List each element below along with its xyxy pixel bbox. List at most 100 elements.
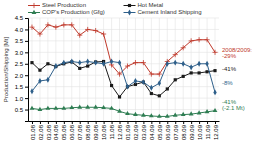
tick-mark: [183, 121, 184, 124]
y-axis-title: Production/Shipping [Mt]: [3, 36, 9, 102]
tick-label: 0.5: [15, 107, 24, 113]
tick: 07.08: [77, 121, 83, 140]
marker: [204, 37, 209, 42]
marker: [213, 108, 218, 112]
grid-line: [167, 18, 168, 121]
tick-mark: [151, 121, 152, 124]
line: [32, 61, 215, 92]
tick-mark: [191, 121, 192, 124]
marker: [141, 113, 146, 117]
legend-label: Steel Production: [42, 2, 86, 8]
marker: [205, 61, 208, 67]
marker: [205, 109, 210, 113]
plot: 0.51.01.52.02.53.03.54.04.501.0802.0803.…: [15, 15, 220, 140]
tick-mark: [167, 121, 168, 124]
marker: [101, 31, 106, 36]
marker: [149, 72, 154, 77]
tick-label: 07.08: [77, 124, 83, 140]
tick-label: 10.09: [197, 124, 203, 140]
marker: [110, 84, 113, 87]
marker: [45, 22, 50, 27]
tick-label: 07.09: [173, 124, 179, 140]
tick: 0.5: [15, 107, 28, 113]
legend-label: Cement Inland Shipping: [138, 9, 202, 15]
tick: 03.09: [141, 121, 147, 140]
tick-mark: [48, 121, 49, 124]
marker: [205, 70, 208, 73]
marker: [181, 112, 186, 116]
marker: [118, 60, 121, 66]
marker: [62, 60, 65, 66]
tick: 02.09: [133, 121, 139, 140]
marker: [158, 94, 161, 97]
marker: [190, 71, 193, 74]
marker: [117, 72, 122, 77]
tick-mark: [80, 121, 81, 124]
marker: [30, 106, 35, 110]
marker: [181, 61, 184, 67]
marker: [77, 104, 82, 108]
marker: [93, 104, 98, 108]
tick-label: 11.09: [205, 124, 211, 139]
tick-label: 2.5: [15, 61, 24, 67]
marker: [181, 45, 186, 50]
legend-label: COP's Production (Gfg): [42, 9, 105, 15]
line: [32, 107, 215, 116]
tick: 01.08: [30, 121, 36, 140]
marker: [126, 84, 129, 90]
marker: [165, 114, 170, 118]
tick-label: 02.09: [133, 124, 139, 140]
tick-label: 10.08: [101, 124, 107, 140]
tick: 10.08: [101, 121, 107, 140]
marker: [37, 31, 42, 36]
tick-mark: [56, 121, 57, 124]
marker: [173, 52, 178, 57]
tick-mark: [25, 87, 28, 88]
x-axis: 01.0802.0803.0804.0805.0806.0807.0808.08…: [29, 121, 220, 140]
marker: [78, 67, 81, 70]
grid-line: [31, 18, 32, 121]
grid-line: [28, 98, 219, 99]
tick: 4.5: [15, 15, 28, 21]
tick-label: 1.5: [15, 84, 24, 90]
tick-mark: [112, 121, 113, 124]
tick: 11.09: [205, 121, 211, 140]
marker: [38, 78, 41, 84]
tick-mark: [104, 121, 105, 124]
tick-mark: [25, 75, 28, 76]
marker: [213, 89, 216, 95]
legend-marker: [128, 10, 131, 16]
tick: 3.0: [15, 50, 28, 56]
marker: [125, 111, 130, 115]
grid-line: [28, 86, 219, 87]
marker: [158, 80, 161, 86]
legend-marker: [32, 10, 37, 14]
tick: 02.08: [38, 121, 44, 140]
tick-label: 03.08: [45, 124, 51, 140]
axis-line: [25, 19, 29, 122]
grid-line: [55, 18, 56, 121]
tick: 05.09: [157, 121, 163, 140]
grid-line: [135, 18, 136, 121]
marker: [110, 59, 113, 65]
annotation: (-2.1 Mt): [222, 105, 245, 111]
legend-marker: [31, 3, 36, 8]
marker: [29, 25, 34, 30]
line: [32, 25, 215, 74]
tick-mark: [159, 121, 160, 124]
tick-label: 05.09: [157, 124, 163, 140]
grid-line: [199, 18, 200, 121]
marker: [85, 104, 90, 108]
grid-line: [28, 29, 219, 30]
y-axis: 0.51.01.52.02.53.03.54.04.5: [15, 15, 29, 121]
data: [29, 22, 217, 118]
tick-mark: [25, 18, 28, 19]
tick-label: 08.08: [85, 124, 91, 140]
tick-label: 12.08: [117, 124, 123, 140]
tick: 11.08: [109, 121, 115, 140]
tick-label: 06.09: [165, 124, 171, 140]
tick: 2.0: [15, 73, 28, 79]
tick: 2.5: [15, 61, 28, 67]
marker: [85, 27, 90, 32]
grid-line: [28, 18, 219, 19]
